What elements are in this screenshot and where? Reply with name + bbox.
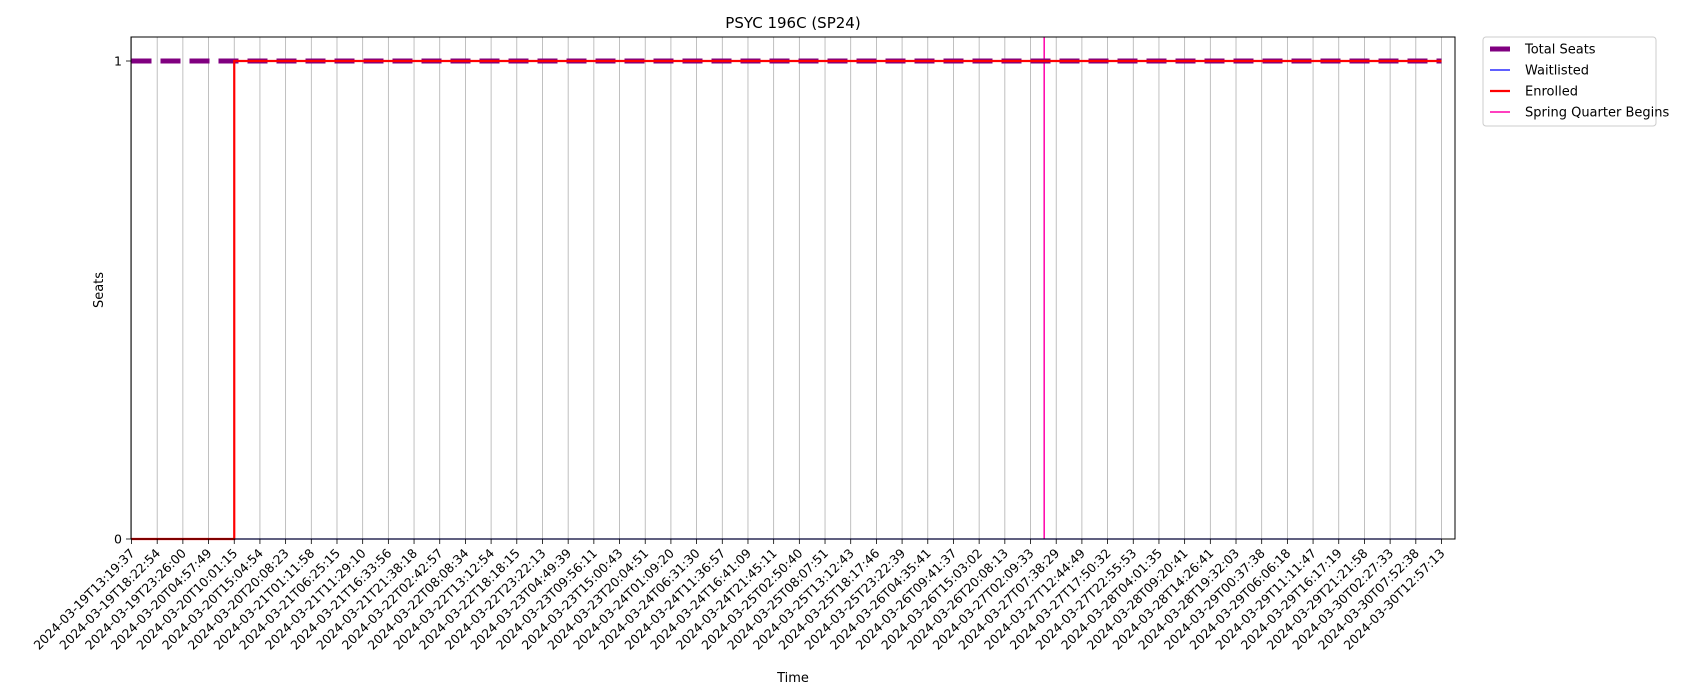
legend-label: Total Seats bbox=[1524, 43, 1596, 58]
legend-label: Spring Quarter Begins bbox=[1525, 106, 1669, 121]
y-tick-label: 1 bbox=[114, 54, 122, 69]
chart-title: PSYC 196C (SP24) bbox=[725, 14, 860, 32]
grid bbox=[131, 37, 1442, 539]
legend-label: Enrolled bbox=[1525, 85, 1578, 100]
plot-frame bbox=[130, 36, 1456, 540]
axes: 2024-03-19T13:19:372024-03-19T18:22:5420… bbox=[31, 36, 1456, 653]
legend-label: Waitlisted bbox=[1525, 64, 1589, 79]
y-tick-label: 0 bbox=[114, 532, 122, 547]
enrolled-series bbox=[131, 59, 1442, 541]
legend-box bbox=[1482, 36, 1657, 127]
x-axis-label: Time bbox=[776, 671, 809, 686]
legend: Total Seats Waitlisted Enrolled Spring Quar… bbox=[1482, 36, 1669, 127]
series bbox=[131, 58, 1442, 541]
y-axis-label: Seats bbox=[92, 272, 107, 308]
